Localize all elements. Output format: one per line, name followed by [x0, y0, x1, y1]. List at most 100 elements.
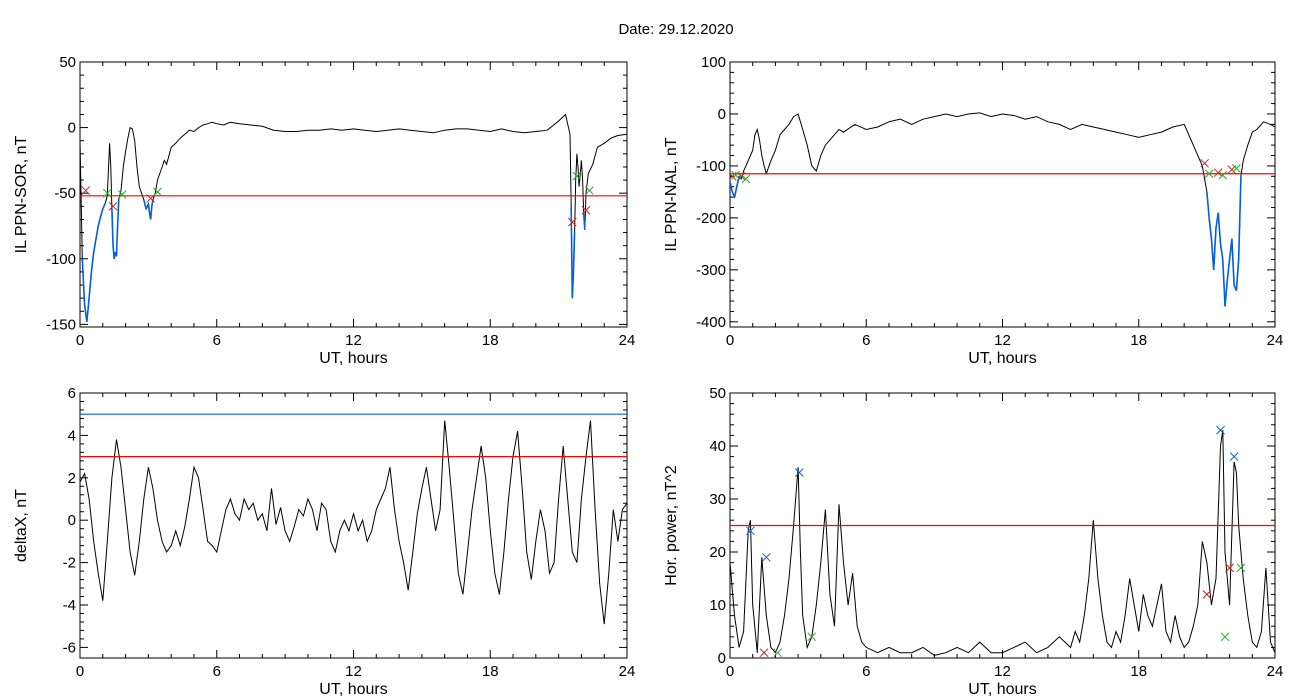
- series-highlight-segment: [99, 208, 104, 218]
- series-line: [730, 430, 1275, 656]
- series-highlight-segment: [115, 225, 119, 257]
- series-highlight-segment: [1237, 176, 1242, 260]
- marker-cross: [1225, 563, 1234, 573]
- series-highlight-segment: [1231, 238, 1235, 286]
- series-highlight-segment: [147, 203, 151, 213]
- x-tick-label: 24: [619, 663, 636, 680]
- series-highlight-segment: [1226, 259, 1231, 281]
- marker-cross: [761, 552, 771, 562]
- marker-stroke: [759, 648, 769, 658]
- y-tick-label: -100: [696, 158, 726, 175]
- y-tick-label: -200: [696, 210, 726, 227]
- marker-cross: [572, 171, 582, 181]
- x-axis-title: UT, hours: [968, 681, 1036, 698]
- y-tick-label: 6: [68, 385, 76, 402]
- marker-cross: [81, 186, 91, 195]
- series-highlight-segment: [143, 199, 147, 210]
- series-highlight-segment: [81, 258, 86, 305]
- y-tick-label: -50: [54, 185, 76, 202]
- series-highlight-segment: [1212, 228, 1217, 270]
- x-axis-title: UT, hours: [319, 350, 387, 367]
- series-highlight-segment: [97, 216, 102, 227]
- marker-stroke: [1229, 452, 1239, 461]
- marker-cross: [1216, 425, 1225, 435]
- marker-cross: [807, 632, 817, 642]
- series-highlight-segment: [86, 298, 90, 322]
- y-tick-label: -2: [63, 555, 76, 572]
- marker-stroke: [567, 217, 577, 227]
- x-tick-label: 12: [994, 332, 1011, 349]
- marker-cross: [117, 190, 127, 199]
- plot-ppn-nal: 0 6 12 18 24 -400 -300 -200 -100 0 100 UT, hours IL …: [663, 54, 1283, 367]
- marker-cross: [773, 648, 783, 658]
- series-highlight-segment: [733, 186, 738, 198]
- y-tick-label: 4: [68, 427, 76, 444]
- y-tick-label: 2: [68, 470, 76, 487]
- marker-stroke: [117, 190, 127, 199]
- x-tick-label: 12: [345, 663, 362, 680]
- marker-cross: [1202, 590, 1212, 599]
- marker-cross: [1213, 168, 1223, 178]
- marker-stroke: [741, 174, 751, 184]
- plot-area: [730, 112, 1275, 307]
- marker-stroke: [102, 188, 112, 198]
- marker-stroke: [773, 648, 783, 658]
- series-highlight-segment: [572, 232, 576, 272]
- y-tick-label: 0: [68, 512, 76, 529]
- series-highlight-segment: [102, 203, 106, 210]
- y-tick-label: -100: [46, 251, 76, 268]
- marker-cross: [1220, 632, 1230, 642]
- y-axis-title: deltaX, nT: [13, 489, 30, 562]
- y-tick-label: -6: [63, 639, 76, 656]
- y-tick-label: -150: [46, 316, 76, 333]
- y-tick-label: 40: [709, 438, 726, 455]
- series-line: [80, 420, 627, 625]
- plot-frame: [729, 61, 1276, 328]
- plot-area: [80, 113, 627, 322]
- marker-stroke: [1225, 563, 1234, 573]
- x-tick-label: 12: [345, 332, 362, 349]
- x-tick-label: 18: [482, 332, 499, 349]
- marker-stroke: [1200, 158, 1209, 168]
- marker-stroke: [1218, 170, 1228, 180]
- marker-stroke: [153, 187, 162, 197]
- series-highlight-segment: [1221, 259, 1226, 307]
- marker-stroke: [761, 552, 771, 562]
- marker-stroke: [1236, 563, 1246, 573]
- series-highlight-segment: [582, 212, 586, 230]
- y-axis-title: IL PPN-SOR, nT: [13, 135, 30, 253]
- plot-frame: [79, 61, 628, 328]
- marker-stroke: [794, 468, 804, 477]
- marker-stroke: [1216, 425, 1225, 435]
- marker-stroke: [572, 171, 582, 181]
- x-tick-label: 24: [619, 332, 636, 349]
- y-tick-label: 50: [709, 385, 726, 402]
- marker-cross: [1200, 158, 1209, 168]
- x-tick-label: 6: [862, 332, 870, 349]
- marker-cross: [1204, 169, 1214, 179]
- marker-cross: [737, 171, 746, 181]
- x-tick-label: 18: [1130, 332, 1147, 349]
- marker-stroke: [1213, 168, 1223, 178]
- series-highlight-segment: [90, 252, 95, 272]
- series-highlight-segment: [92, 238, 97, 253]
- series-highlight-segment: [116, 199, 120, 227]
- x-tick-label: 6: [862, 663, 870, 680]
- marker-stroke: [146, 194, 156, 203]
- marker-cross: [759, 648, 769, 658]
- series-highlight-segment: [111, 208, 114, 246]
- y-tick-label: 10: [709, 597, 726, 614]
- y-tick-label: 0: [68, 120, 76, 137]
- marker-stroke: [1232, 164, 1241, 173]
- marker-stroke: [581, 205, 591, 215]
- marker-stroke: [746, 526, 755, 536]
- x-tick-label: 12: [994, 663, 1011, 680]
- y-tick-label: -300: [696, 262, 726, 279]
- marker-cross: [1232, 164, 1241, 173]
- marker-cross: [567, 217, 577, 227]
- figure-title: Date: 29.12.2020: [618, 21, 733, 38]
- marker-stroke: [730, 171, 737, 180]
- series-highlight-segment: [1206, 191, 1210, 218]
